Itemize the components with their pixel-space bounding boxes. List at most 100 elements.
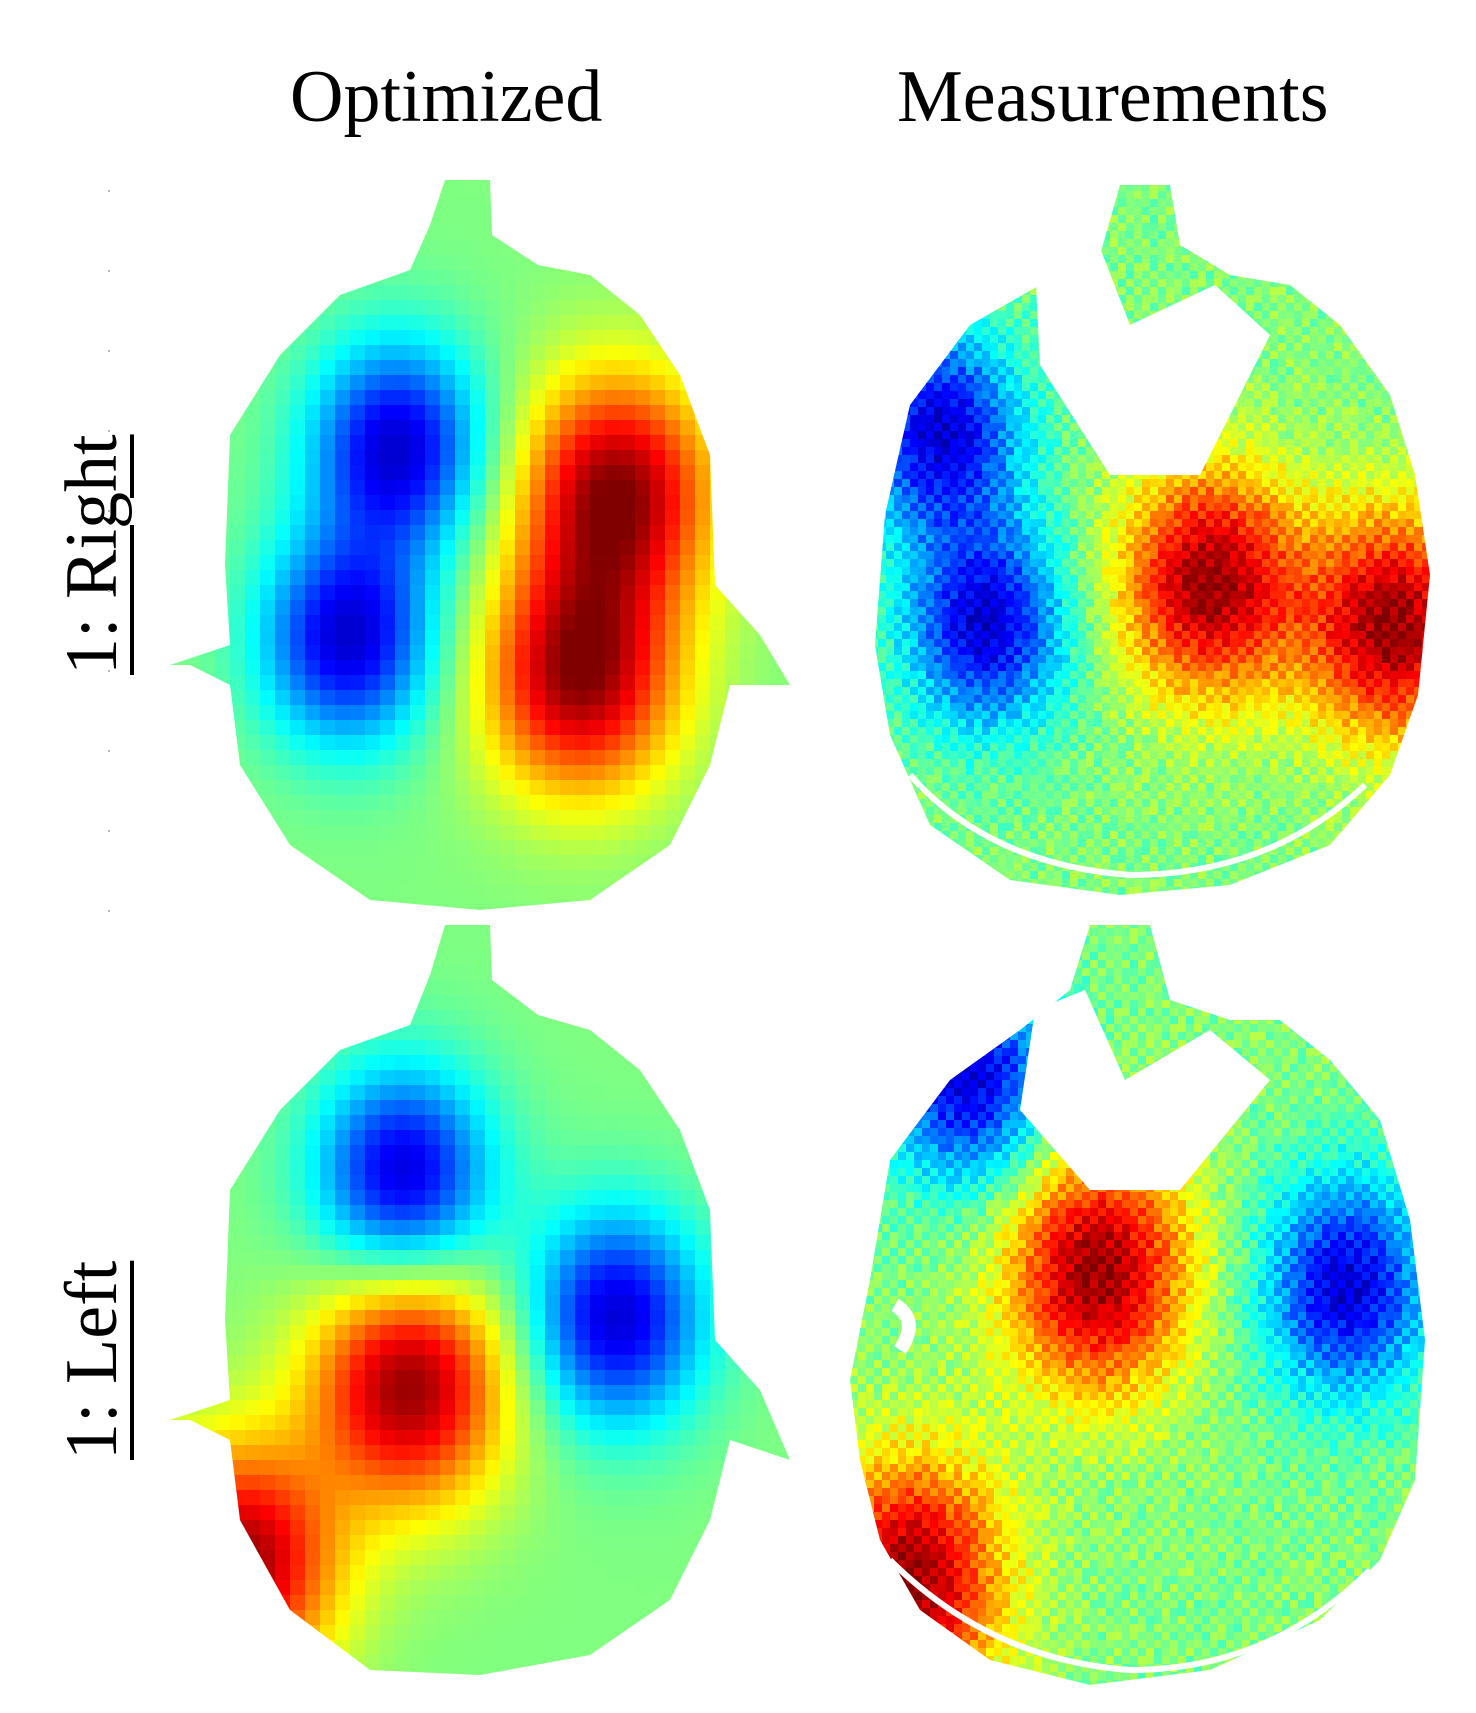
heat-pixel [1030,359,1039,368]
heat-pixel [245,525,261,541]
heat-pixel [1078,191,1087,200]
heat-pixel [755,420,771,436]
heat-pixel [1110,175,1119,184]
heat-pixel [230,825,246,841]
heat-pixel [926,375,935,384]
heat-pixel [245,900,261,910]
heat-pixel [886,263,895,272]
heat-pixel [365,720,381,736]
measurements-right-map [875,175,1430,895]
heat-pixel [910,463,919,472]
heat-pixel [485,465,501,481]
heat-pixel [1358,447,1367,456]
heat-pixel [470,240,486,256]
heat-pixel [545,510,561,526]
heat-pixel [1430,423,1439,432]
heat-pixel [740,180,756,196]
heat-pixel [170,690,186,706]
heat-pixel [785,225,790,241]
heat-pixel [1078,463,1087,472]
heat-pixel [1270,295,1279,304]
heat-pixel [335,600,351,616]
heat-pixel [1270,199,1279,208]
heat-pixel [245,555,261,571]
heat-pixel [1294,215,1303,224]
heat-pixel [878,231,887,240]
heat-pixel [635,510,651,526]
heat-pixel [1422,367,1430,376]
heat-pixel [185,720,201,736]
heat-pixel [605,900,621,910]
heat-pixel [942,391,951,400]
heat-pixel [1430,207,1439,216]
heat-pixel [1246,247,1255,256]
heat-pixel [260,510,276,526]
heat-pixel [230,225,246,241]
heat-pixel [1054,479,1063,488]
heat-pixel [1334,375,1343,384]
heat-pixel [290,330,306,346]
heat-pixel [485,405,501,421]
heat-pixel [500,330,516,346]
heat-pixel [1350,375,1359,384]
heat-pixel [1014,407,1023,416]
heat-pixel [170,660,186,676]
heat-pixel [1222,471,1231,480]
heat-pixel [1430,455,1439,464]
heat-pixel [320,375,336,391]
heat-pixel [974,239,983,248]
heat-pixel [695,240,711,256]
heat-pixel [1302,287,1311,296]
heat-pixel [990,247,999,256]
heat-pixel [950,231,959,240]
heat-pixel [1230,185,1239,192]
heat-pixel [650,795,666,811]
heat-pixel [902,367,911,376]
heat-pixel [1334,351,1343,360]
heat-pixel [974,359,983,368]
heat-pixel [1246,415,1255,424]
heat-pixel [1078,231,1087,240]
heat-pixel [926,391,935,400]
heat-pixel [440,180,456,196]
heat-pixel [695,225,711,241]
heat-pixel [650,465,666,481]
heat-pixel [350,840,366,856]
heat-pixel [1374,351,1383,360]
heat-pixel [1318,215,1327,224]
heat-pixel [1382,231,1391,240]
heat-pixel [894,431,903,440]
heat-pixel [470,300,486,316]
heat-pixel [918,351,927,360]
heat-pixel [958,351,967,360]
heat-pixel [290,345,306,361]
heat-pixel [695,420,711,436]
heat-pixel [245,585,261,601]
heat-pixel [545,780,561,796]
heat-pixel [966,471,975,480]
heat-pixel [605,210,621,226]
heat-pixel [1174,263,1183,272]
heat-pixel [170,540,186,556]
heat-pixel [215,315,231,331]
heat-pixel [755,585,771,601]
heat-pixel [1006,479,1015,488]
heat-pixel [485,450,501,466]
heat-pixel [1414,191,1423,200]
heat-pixel [1150,471,1159,480]
heat-pixel [942,271,951,280]
heat-pixel [1126,247,1135,256]
heat-pixel [1022,375,1031,384]
heat-pixel [350,855,366,871]
heat-pixel [878,343,887,352]
heat-pixel [500,240,516,256]
heat-pixel [350,660,366,676]
heat-pixel [1278,479,1287,488]
heat-pixel [290,405,306,421]
heat-pixel [1366,399,1375,408]
heat-pixel [990,415,999,424]
heat-pixel [665,750,681,766]
heat-pixel [635,885,651,901]
heat-pixel [875,279,879,288]
heat-pixel [1046,383,1055,392]
